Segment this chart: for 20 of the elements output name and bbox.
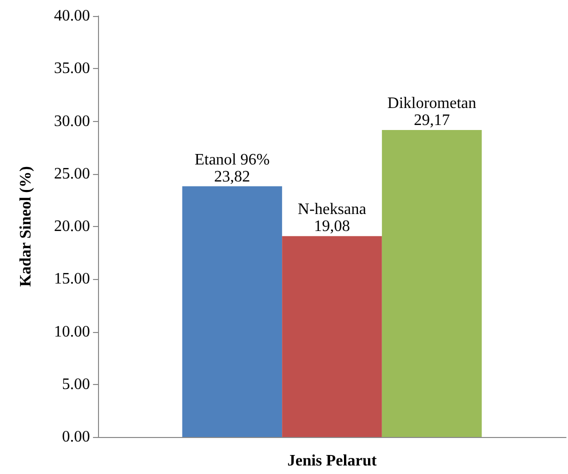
x-axis-title: Jenis Pelarut <box>287 452 378 470</box>
series-label: Etanol 96% <box>194 151 270 168</box>
data-label: 29,17 <box>414 112 450 129</box>
y-axis-title: Kadar Sineol (%) <box>18 166 34 287</box>
data-label: 19,08 <box>314 218 350 236</box>
y-tick-label: 40.00 <box>54 8 90 24</box>
y-tick-label: 35.00 <box>54 60 90 78</box>
y-tick-label: 0.00 <box>62 428 90 446</box>
y-tick-label: 25.00 <box>54 165 90 182</box>
y-tick-label: 15.00 <box>54 270 90 288</box>
y-tick-label: 20.00 <box>54 218 90 235</box>
y-tick-label: 10.00 <box>54 323 90 340</box>
bar <box>382 130 482 437</box>
bar <box>182 186 282 437</box>
y-tick-label: 30.00 <box>54 112 90 130</box>
series-label: Diklorometan <box>387 94 476 112</box>
bar <box>282 236 382 437</box>
series-label: N-heksana <box>298 201 366 218</box>
data-label: 23,82 <box>214 168 250 186</box>
y-tick-label: 5.00 <box>62 376 90 393</box>
